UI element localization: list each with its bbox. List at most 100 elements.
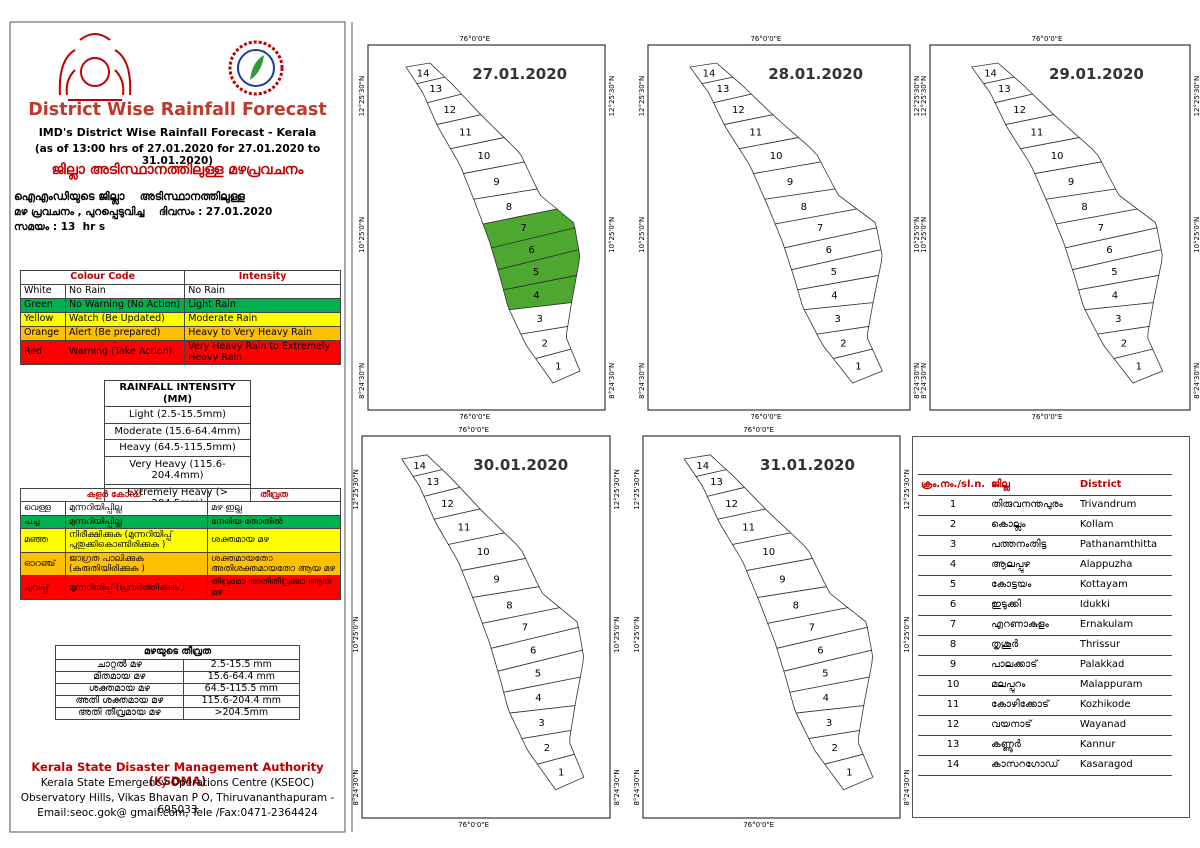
table-cell: കൊല്ലം <box>988 514 1077 536</box>
axis-label: 8°24'30"N <box>633 769 641 805</box>
axis-label: 76°0'0"E <box>750 413 781 421</box>
table-row: 1 തിരുവനന്തപുരം Trivandrum <box>918 494 1172 516</box>
axis-label: 12°25'30"N <box>352 469 360 510</box>
district-number: 12 <box>441 499 454 510</box>
table-cell: 15.6-64.4 mm <box>182 670 301 684</box>
table-cell: മഴ ഇല്ല <box>207 501 341 516</box>
table-cell: ഓറഞ്ച് <box>20 551 66 577</box>
axis-label: 12°25'30"N <box>633 469 641 510</box>
table-cell: പാലക്കാട് <box>988 654 1077 676</box>
district-number: 12 <box>1013 105 1026 116</box>
table-row: 3 പത്തനംതിട്ട Pathanamthitta <box>918 534 1172 556</box>
table-cell: അതി ശക്തമായ മഴ <box>55 694 184 708</box>
district-number: 10 <box>762 547 775 558</box>
table-cell: Kasaragod <box>1076 754 1172 776</box>
table-cell: തിരുവനന്തപുരം <box>988 494 1077 516</box>
axis-label: 76°0'0"E <box>1032 35 1063 43</box>
district-number: 6 <box>528 245 534 256</box>
district-number: 9 <box>1068 177 1074 188</box>
axis-label: 76°0'0"E <box>750 35 781 43</box>
district-number: 9 <box>493 177 499 188</box>
table-row: 14 കാസറഗോഡ് Kasaragod <box>918 754 1172 776</box>
district-number: 4 <box>823 693 829 704</box>
table-cell: Kannur <box>1076 734 1172 756</box>
table-row: Red Warning (Take Action) Very Heavy Rain … <box>20 339 341 366</box>
district-number: 4 <box>831 290 837 301</box>
district-number: 7 <box>1098 223 1104 234</box>
table-header: തീവ്രത <box>207 487 341 503</box>
table-cell: Red <box>20 339 66 366</box>
table-cell: 1 <box>918 494 989 516</box>
table-cell: മുന്നറിയിപ്പ് (പ്രവർത്തിക്കുക ) <box>64 575 209 601</box>
table-cell: Trivandrum <box>1076 494 1172 516</box>
district-area <box>534 348 581 384</box>
axis-label: 76°0'0"E <box>459 413 490 421</box>
axis-label: 10°25'0"N <box>613 617 621 653</box>
table-cell: No Rain <box>64 283 186 299</box>
district-number: 3 <box>536 314 542 325</box>
table-header: ജില്ല <box>988 474 1077 496</box>
title-ml: ജില്ലാ അടിസ്ഥാനത്തിലുള്ള മഴപ്രവചനം <box>51 162 304 178</box>
district-number: 6 <box>1106 245 1112 256</box>
district-number: 2 <box>840 338 846 349</box>
district-number: 5 <box>822 668 828 679</box>
district-panel <box>912 436 1190 818</box>
district-number: 11 <box>742 522 755 533</box>
table-cell: White <box>20 283 66 299</box>
table-cell: തീവ്രമോ അതിതീവ്രമോ ആയ മഴ <box>207 575 341 601</box>
table-cell: 13 <box>918 734 989 756</box>
district-number: 13 <box>710 477 723 488</box>
axis-label: 8°24'30"N <box>913 363 921 399</box>
table-cell: 4 <box>918 554 989 576</box>
table-cell: 64.5-115.5 mm <box>182 682 301 696</box>
table-header: Intensity <box>184 270 341 285</box>
table-row: Light (2.5-15.5mm) <box>104 406 251 424</box>
table-row: ശക്തമായ മഴ 64.5-115.5 mm <box>55 682 301 696</box>
district-table: ക്രം.നം./sl.n. ജില്ല District 1 തിരുവനന്തപുര… <box>918 474 1172 776</box>
district-number: 11 <box>459 127 472 138</box>
table-cell: ചാറ്റൽ മഴ <box>55 658 184 672</box>
district-number: 14 <box>696 461 709 472</box>
table-cell: പത്തനംതിട്ട <box>988 534 1077 556</box>
table-row: 9 പാലക്കാട് Palakkad <box>918 654 1172 676</box>
table-row: മഞ്ഞ നിരീക്ഷിക്കുക (മുന്നറിയിപ്പ് പുതുക്ക… <box>20 528 341 553</box>
district-number: 14 <box>417 69 430 80</box>
axis-label: 76°0'0"E <box>459 35 490 43</box>
district-number: 14 <box>984 69 997 80</box>
rainfall-intensity-ml-table: മഴയുടെ തീവ്രത ചാറ്റൽ മഴ 2.5-15.5 mm മിതമായ … <box>55 645 301 720</box>
table-header: District <box>1076 474 1172 496</box>
table-cell: നേരിയ തോതിൽ <box>207 514 341 530</box>
table-cell: 12 <box>918 714 989 736</box>
axis-label: 76°0'0"E <box>743 821 774 829</box>
table-cell: Alappuzha <box>1076 554 1172 576</box>
axis-label: 76°0'0"E <box>743 426 774 434</box>
table-row: അതി ശക്തമായ മഴ 115.6-204.4 mm <box>55 694 301 708</box>
table-cell: Wayanad <box>1076 714 1172 736</box>
issue-line: സമയം : 13 hr s <box>14 221 106 233</box>
table-cell: ശക്തമായതോ അതിശക്തമായതോ ആയ മഴ <box>207 551 341 577</box>
district-area <box>536 753 585 791</box>
district-number: 7 <box>809 623 815 634</box>
map-date: 29.01.2020 <box>1049 65 1144 83</box>
district-number: 3 <box>538 718 544 729</box>
district-number: 8 <box>801 202 807 213</box>
district-number: 14 <box>703 69 716 80</box>
table-cell: No Rain <box>184 283 341 299</box>
district-area <box>1113 348 1164 384</box>
table-row: 5 കോട്ടയം Kottayam <box>918 574 1172 596</box>
table-header: Colour Code <box>19 270 186 285</box>
left-panel-border <box>9 21 346 833</box>
axis-label: 76°0'0"E <box>458 821 489 829</box>
table-row: ചാറ്റൽ മഴ 2.5-15.5 mm <box>55 658 301 672</box>
table-row: മിതമായ മഴ 15.6-64.4 mm <box>55 670 301 684</box>
district-number: 6 <box>826 245 832 256</box>
table-row: Moderate (15.6-64.4mm) <box>104 422 251 440</box>
district-number: 11 <box>458 522 471 533</box>
district-number: 7 <box>521 223 527 234</box>
table-row: 2 കൊല്ലം Kollam <box>918 514 1172 536</box>
title: District Wise Rainfall Forecast <box>28 100 327 120</box>
district-number: 10 <box>478 151 491 162</box>
district-number: 1 <box>558 767 564 778</box>
table-cell: Ernakulam <box>1076 614 1172 636</box>
district-number: 1 <box>846 767 852 778</box>
